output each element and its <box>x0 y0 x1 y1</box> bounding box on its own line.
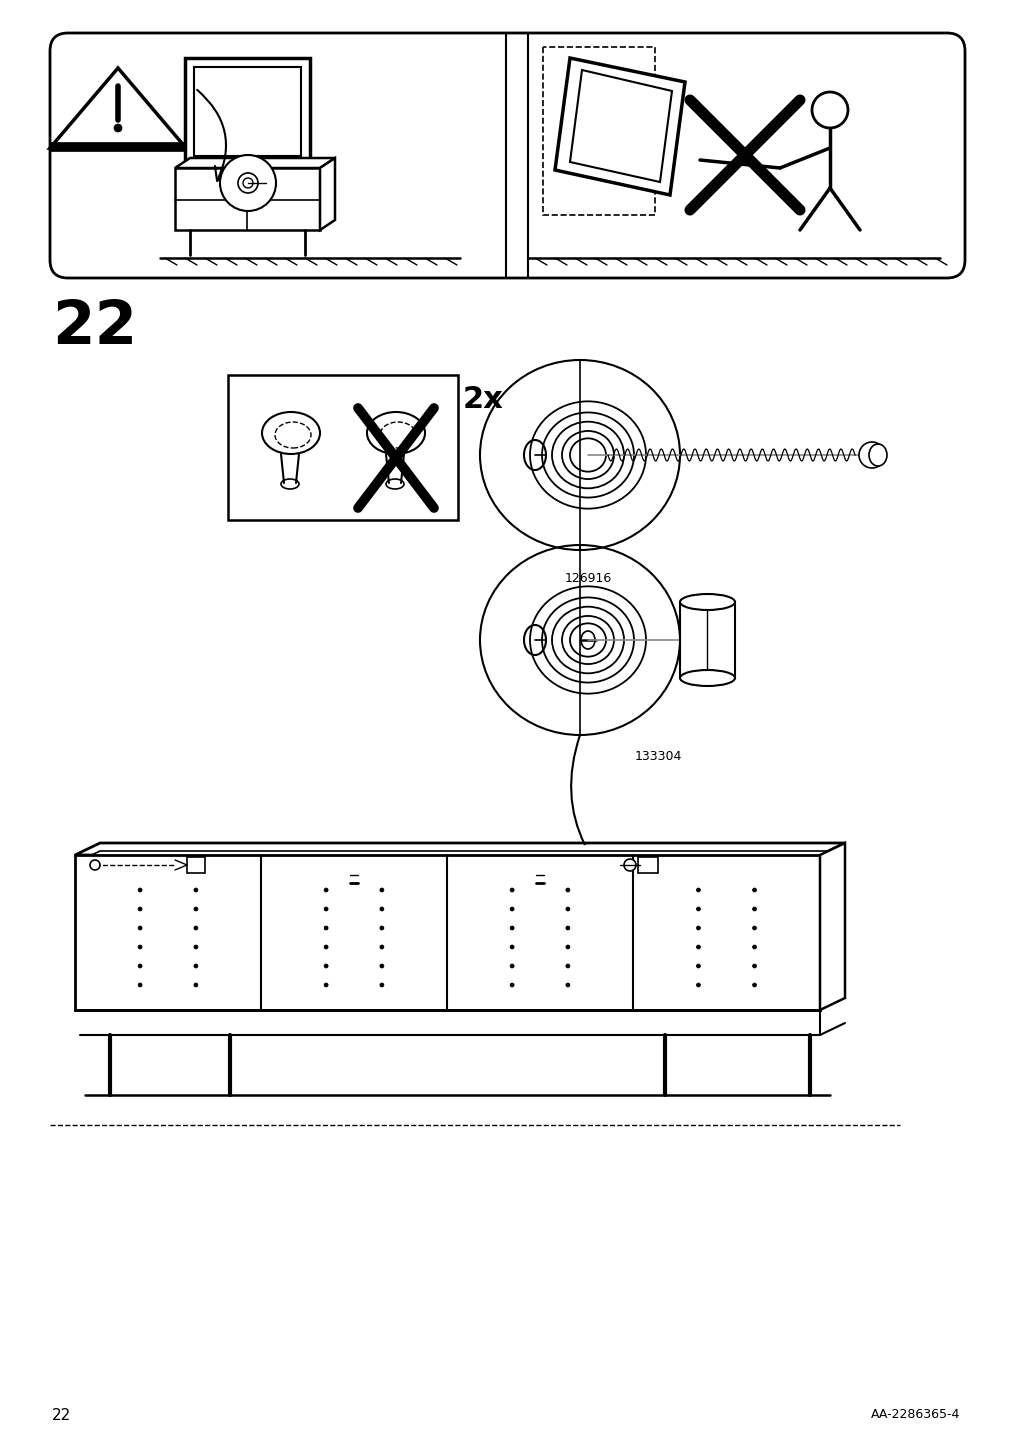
Circle shape <box>194 945 198 949</box>
Circle shape <box>324 927 328 929</box>
Circle shape <box>696 906 700 911</box>
Text: 2x: 2x <box>463 385 503 414</box>
Circle shape <box>811 92 847 127</box>
Circle shape <box>752 888 756 892</box>
Circle shape <box>752 945 756 949</box>
Circle shape <box>137 945 142 949</box>
Circle shape <box>324 906 328 911</box>
FancyArrowPatch shape <box>197 90 229 180</box>
Ellipse shape <box>868 444 886 465</box>
Circle shape <box>565 945 569 949</box>
Circle shape <box>219 155 276 211</box>
Circle shape <box>324 945 328 949</box>
Circle shape <box>565 982 569 987</box>
Circle shape <box>510 945 514 949</box>
Polygon shape <box>75 843 844 855</box>
Circle shape <box>379 927 383 929</box>
Circle shape <box>137 927 142 929</box>
Circle shape <box>379 906 383 911</box>
Polygon shape <box>50 142 186 150</box>
Circle shape <box>324 888 328 892</box>
Bar <box>227 375 458 520</box>
Circle shape <box>137 888 142 892</box>
Bar <box>679 601 734 677</box>
Circle shape <box>510 888 514 892</box>
Text: 133304: 133304 <box>634 750 681 763</box>
Polygon shape <box>175 158 335 168</box>
Circle shape <box>510 927 514 929</box>
Circle shape <box>90 861 100 871</box>
Bar <box>637 856 657 874</box>
Circle shape <box>752 927 756 929</box>
Text: 126916: 126916 <box>564 571 612 586</box>
Circle shape <box>858 442 885 468</box>
Circle shape <box>379 945 383 949</box>
Circle shape <box>194 982 198 987</box>
Circle shape <box>565 888 569 892</box>
Circle shape <box>696 888 700 892</box>
Circle shape <box>565 906 569 911</box>
Circle shape <box>243 178 253 188</box>
Ellipse shape <box>679 594 734 610</box>
Circle shape <box>238 173 258 193</box>
Polygon shape <box>75 855 819 1010</box>
Circle shape <box>194 906 198 911</box>
Circle shape <box>696 927 700 929</box>
Circle shape <box>752 906 756 911</box>
Circle shape <box>565 927 569 929</box>
Circle shape <box>137 964 142 968</box>
Circle shape <box>114 125 122 132</box>
Text: AA-2286365-4: AA-2286365-4 <box>869 1408 959 1421</box>
Circle shape <box>752 982 756 987</box>
Polygon shape <box>554 59 684 195</box>
Polygon shape <box>185 59 309 165</box>
Bar <box>187 856 205 874</box>
Circle shape <box>696 982 700 987</box>
Polygon shape <box>194 67 300 156</box>
Polygon shape <box>75 851 844 863</box>
FancyBboxPatch shape <box>50 33 964 278</box>
Polygon shape <box>569 70 671 182</box>
Ellipse shape <box>679 670 734 686</box>
Polygon shape <box>50 67 186 147</box>
Circle shape <box>194 927 198 929</box>
Polygon shape <box>319 158 335 231</box>
Circle shape <box>194 964 198 968</box>
Circle shape <box>324 982 328 987</box>
Circle shape <box>324 964 328 968</box>
Text: 22: 22 <box>52 1408 71 1423</box>
Circle shape <box>696 945 700 949</box>
Circle shape <box>137 906 142 911</box>
Circle shape <box>379 888 383 892</box>
Circle shape <box>510 964 514 968</box>
Polygon shape <box>819 843 844 1010</box>
Circle shape <box>379 982 383 987</box>
Circle shape <box>379 964 383 968</box>
Circle shape <box>194 888 198 892</box>
Circle shape <box>752 964 756 968</box>
Circle shape <box>510 906 514 911</box>
Circle shape <box>624 859 635 871</box>
Text: 22: 22 <box>52 298 137 357</box>
Polygon shape <box>175 168 319 231</box>
Circle shape <box>565 964 569 968</box>
Circle shape <box>510 982 514 987</box>
Circle shape <box>696 964 700 968</box>
Circle shape <box>137 982 142 987</box>
